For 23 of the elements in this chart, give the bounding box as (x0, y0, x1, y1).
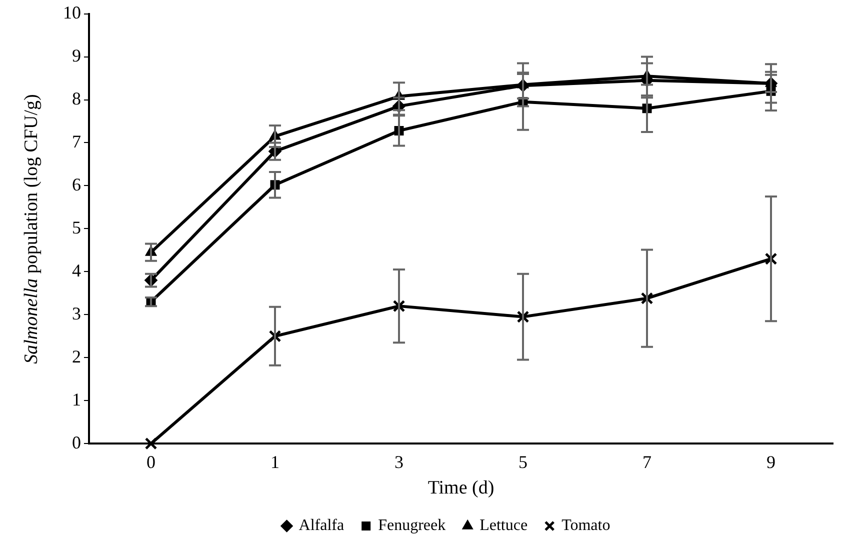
y-tick-label: 2 (72, 346, 81, 366)
y-tick-label: 9 (72, 46, 81, 66)
x-tick-label: 7 (642, 452, 652, 472)
y-tick-label: 6 (72, 174, 81, 194)
y-tick-label: 0 (72, 432, 81, 452)
x-tick-label: 9 (766, 452, 776, 472)
legend-label: Tomato (562, 517, 610, 534)
x-tick-label: 5 (518, 452, 528, 472)
legend-label: Fenugreek (378, 517, 446, 534)
y-tick-label: 5 (72, 217, 81, 238)
x-tick-label: 3 (394, 452, 404, 472)
y-tick-label: 7 (72, 131, 81, 152)
y-tick-label: 3 (72, 303, 81, 324)
x-tick-label: 0 (146, 452, 156, 472)
y-tick-label: 8 (72, 88, 81, 108)
y-tick-label: 4 (72, 260, 81, 280)
y-tick-label: 1 (72, 389, 81, 410)
x-axis-title: Time (d) (428, 478, 494, 499)
y-axis-title: Salmonella population (log CFU/g) (21, 93, 43, 366)
x-tick-label: 1 (270, 452, 280, 472)
legend-label: Alfalfa (298, 517, 344, 534)
legend-label: Lettuce (480, 517, 528, 534)
y-tick-label: 10 (63, 2, 81, 23)
